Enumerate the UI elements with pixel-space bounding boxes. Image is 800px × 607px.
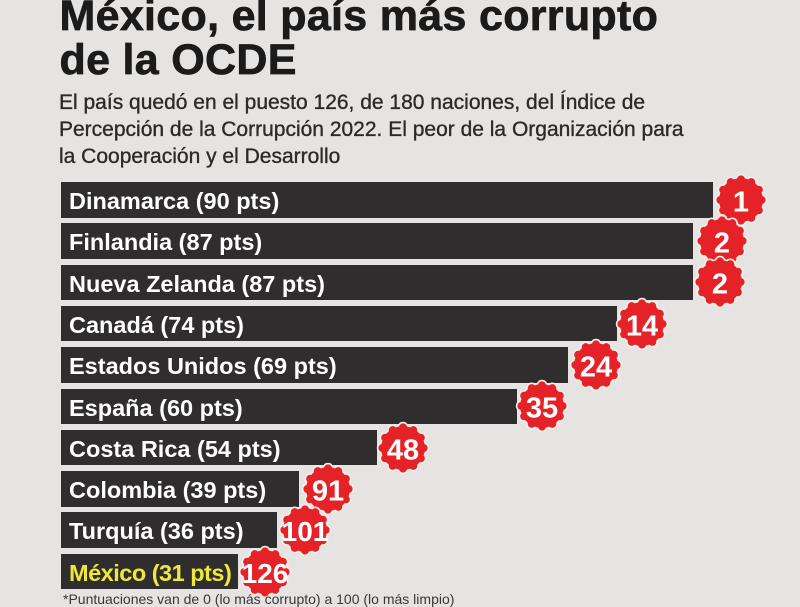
svg-text:24: 24: [580, 351, 612, 383]
svg-text:1: 1: [733, 186, 749, 218]
svg-text:126: 126: [242, 558, 289, 589]
svg-text:2: 2: [714, 228, 730, 260]
svg-text:14: 14: [626, 310, 658, 342]
svg-text:48: 48: [387, 434, 419, 466]
svg-text:35: 35: [526, 393, 558, 425]
svg-text:2: 2: [712, 269, 728, 301]
svg-text:101: 101: [282, 516, 329, 547]
svg-text:91: 91: [312, 475, 344, 507]
